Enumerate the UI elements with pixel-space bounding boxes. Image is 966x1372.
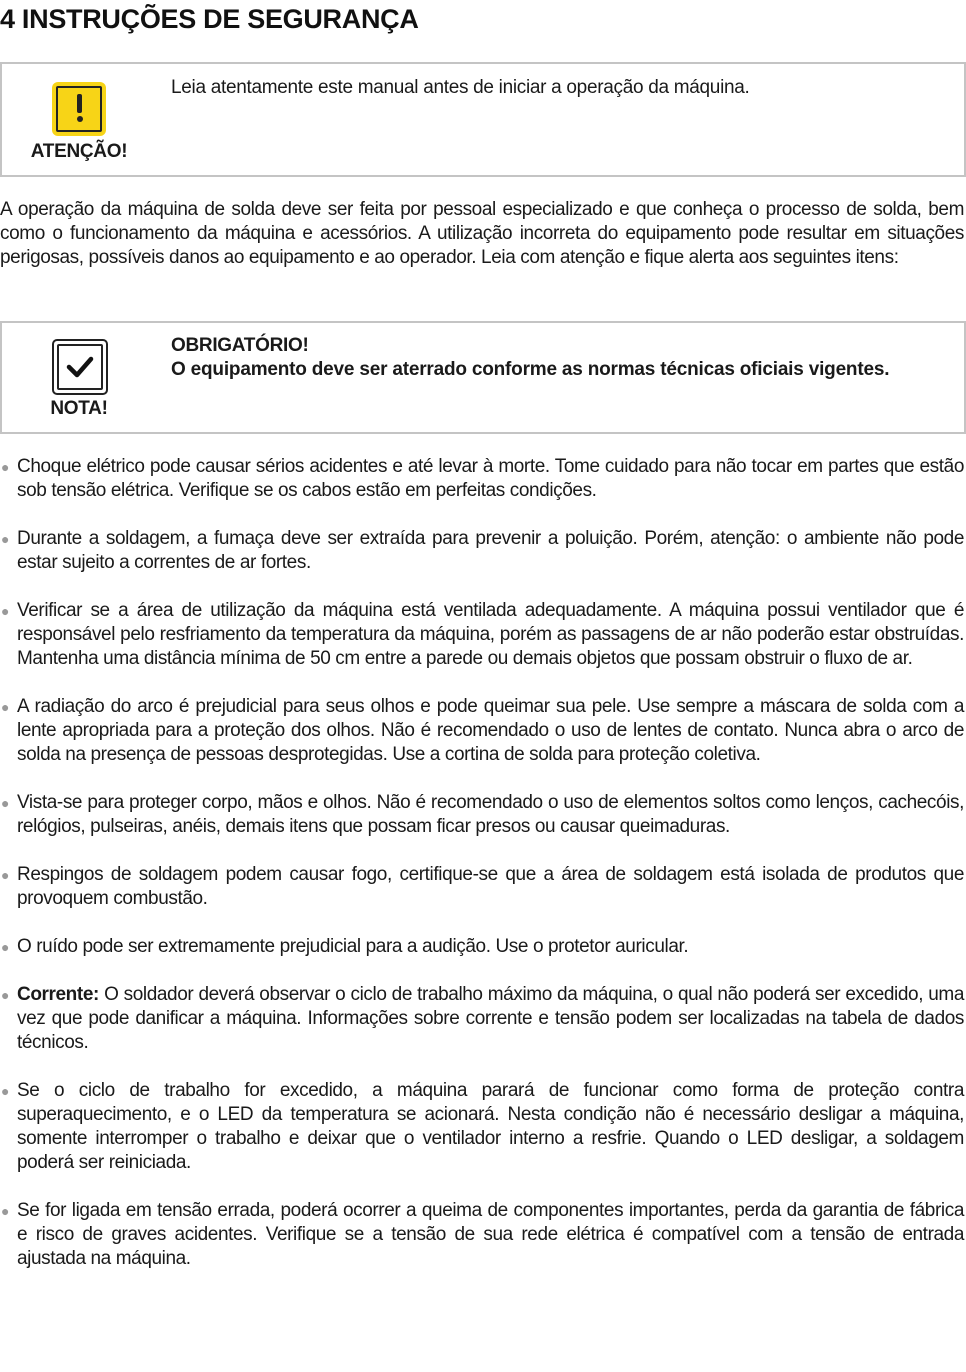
section-title: 4 INSTRUÇÕES DE SEGURANÇA <box>0 4 419 34</box>
list-item: ● Vista-se para proteger corpo, mãos e ol… <box>0 791 964 839</box>
list-item: ● Se for ligada em tensão errada, poderá … <box>0 1199 964 1271</box>
list-item: ● Respingos de soldagem podem causar fogo… <box>0 863 964 911</box>
bullet-icon: ● <box>1 1083 10 1099</box>
bullet-icon: ● <box>1 939 10 955</box>
bullet-icon: ● <box>1 867 10 883</box>
bullet-icon: ● <box>1 795 10 811</box>
checkmark-icon <box>52 339 108 395</box>
list-item: ● Choque elétrico pode causar sérios acid… <box>0 455 964 503</box>
item-text: Respingos de soldagem podem causar fogo,… <box>17 864 964 909</box>
item-text: A radiação do arco é prejudicial para se… <box>17 696 964 765</box>
list-item: ● O ruído pode ser extremamente prejudici… <box>0 935 964 959</box>
item-text: Choque elétrico pode causar sérios acide… <box>17 456 964 501</box>
item-text: Se for ligada em tensão errada, poderá o… <box>17 1200 964 1269</box>
bullet-icon: ● <box>1 1203 10 1219</box>
bullet-icon: ● <box>1 987 10 1003</box>
item-text: Vista-se para proteger corpo, mãos e olh… <box>17 792 964 837</box>
list-item: ● A radiação do arco é prejudicial para s… <box>0 695 964 767</box>
intro-paragraph: A operação da máquina de solda deve ser … <box>0 199 964 268</box>
attention-text: Leia atentamente este manual antes de in… <box>171 77 750 98</box>
note-box: NOTA! OBRIGATÓRIO! O equipamento deve se… <box>0 321 966 434</box>
bullet-icon: ● <box>1 459 10 475</box>
bullet-icon: ● <box>1 603 10 619</box>
item-bold-prefix: Corrente: <box>17 984 99 1005</box>
attention-label: ATENÇÃO! <box>30 141 128 162</box>
attention-box: ATENÇÃO! Leia atentamente este manual an… <box>0 62 966 177</box>
bullet-icon: ● <box>1 699 10 715</box>
item-text: O soldador deverá observar o ciclo de tr… <box>17 984 964 1053</box>
item-text: Verificar se a área de utilização da máq… <box>17 600 964 669</box>
list-item: ● Corrente: O soldador deverá observar o … <box>0 983 964 1055</box>
list-item: ● Durante a soldagem, a fumaça deve ser e… <box>0 527 964 575</box>
list-item: ● Verificar se a área de utilização da má… <box>0 599 964 671</box>
bullet-icon: ● <box>1 531 10 547</box>
note-heading: OBRIGATÓRIO! <box>171 335 309 356</box>
note-text: O equipamento deve ser aterrado conforme… <box>171 359 890 380</box>
list-item: ● Se o ciclo de trabalho for excedido, a … <box>0 1079 964 1175</box>
warning-exclamation-icon <box>52 82 106 136</box>
note-label: NOTA! <box>50 398 108 419</box>
safety-list: ● Choque elétrico pode causar sérios acid… <box>0 455 964 1295</box>
item-text: Se o ciclo de trabalho for excedido, a m… <box>17 1080 964 1173</box>
item-text: Durante a soldagem, a fumaça deve ser ex… <box>17 528 964 573</box>
item-text: O ruído pode ser extremamente prejudicia… <box>17 936 689 957</box>
